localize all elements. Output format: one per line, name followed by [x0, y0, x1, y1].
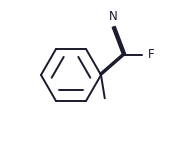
- Text: N: N: [109, 9, 118, 22]
- Text: F: F: [148, 48, 155, 61]
